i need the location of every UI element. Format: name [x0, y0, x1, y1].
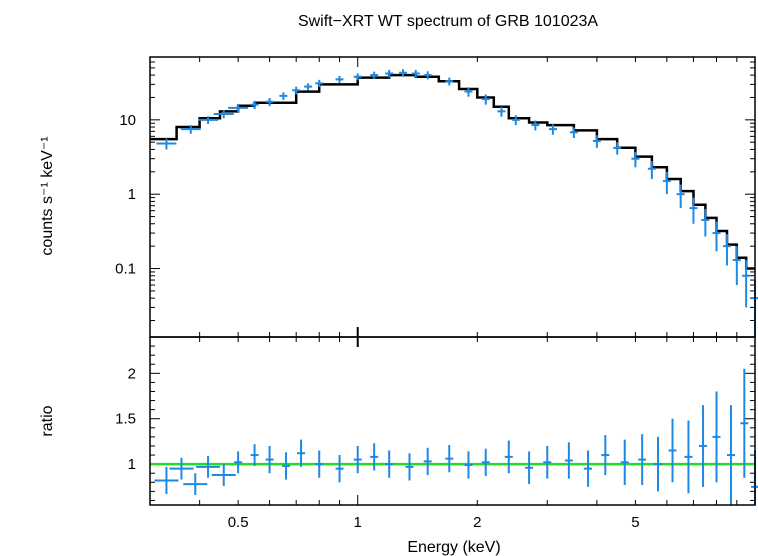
chart-title: Swift−XRT WT spectrum of GRB 101023A	[298, 13, 598, 30]
data-point	[647, 160, 656, 180]
ratio-panel: 0.5 1 2 5 1 1.5 2	[115, 336, 758, 531]
y-axis-label-spectrum: counts s⁻¹ keV⁻¹	[39, 136, 56, 255]
ratio-point	[297, 439, 306, 467]
data-point	[304, 83, 313, 91]
ratio-point	[504, 440, 513, 474]
ratio-point	[282, 452, 291, 480]
ratio-point	[740, 368, 749, 478]
data-point	[423, 71, 432, 80]
data-point	[742, 260, 751, 308]
data-point	[265, 97, 274, 107]
x-axis-label: Energy (keV)	[407, 539, 500, 556]
data-point	[712, 221, 721, 252]
data-point	[481, 94, 490, 105]
data-point	[250, 100, 259, 109]
ratio-point	[445, 445, 454, 473]
data-point	[198, 116, 219, 124]
ratio-point	[712, 391, 721, 483]
data-point	[156, 138, 177, 150]
ratio-y-tick-label: 1.5	[115, 411, 136, 428]
ratio-point	[353, 445, 362, 474]
ratio-point	[726, 405, 735, 505]
data-point	[613, 142, 622, 155]
data-point	[315, 79, 324, 88]
ratio-series	[154, 368, 758, 505]
data-point	[411, 69, 420, 78]
ratio-point	[699, 405, 708, 487]
ratio-point	[464, 451, 473, 479]
ratio-point	[154, 466, 179, 495]
y-axis-label-ratio: ratio	[39, 405, 56, 436]
data-point	[279, 92, 288, 100]
data-point	[370, 71, 379, 79]
ratio-point	[196, 455, 221, 478]
model-step-line	[150, 73, 755, 270]
x-tick-label: 2	[473, 514, 481, 531]
ratio-point	[405, 453, 414, 481]
ratio-point	[564, 442, 573, 479]
ratio-point	[169, 457, 194, 480]
model-series	[150, 73, 755, 270]
ratio-point	[638, 434, 647, 486]
data-point	[548, 124, 557, 135]
ratio-point	[543, 445, 552, 479]
data-point	[662, 171, 671, 195]
ratio-point	[584, 450, 593, 487]
data-point	[676, 184, 685, 209]
ratio-point	[234, 451, 243, 474]
ratio-point	[481, 448, 490, 476]
data-point	[180, 125, 201, 134]
x-tick-label: 5	[631, 514, 639, 531]
spectrum-y-tick-label: 10	[119, 112, 136, 129]
data-point	[531, 120, 540, 131]
ratio-point	[335, 455, 344, 483]
data-point	[497, 106, 506, 117]
ratio-plot-frame	[149, 336, 756, 506]
data-point	[292, 86, 301, 95]
ratio-point	[668, 418, 677, 483]
ratio-point	[620, 439, 629, 486]
ratio-point	[385, 450, 394, 478]
data-point	[732, 246, 741, 286]
ratio-y-tick-label: 1	[128, 456, 136, 473]
x-tick-label: 1	[354, 514, 362, 531]
spectrum-panel: 0.1 1 10	[115, 56, 758, 347]
data-point	[464, 87, 473, 97]
ratio-point	[183, 473, 208, 496]
ratio-point	[370, 443, 379, 471]
data-series	[156, 69, 758, 337]
data-point	[385, 69, 394, 78]
data-point	[335, 75, 344, 84]
data-point	[445, 77, 454, 86]
data-point	[213, 110, 234, 119]
ratio-point	[211, 464, 236, 486]
data-point	[511, 115, 520, 126]
ratio-point	[525, 451, 534, 485]
ratio-point	[423, 447, 432, 476]
spectrum-y-tick-label: 0.1	[115, 261, 136, 278]
spectrum-plot-frame	[149, 56, 756, 338]
data-point	[631, 151, 640, 168]
ratio-point	[601, 435, 610, 476]
data-point	[701, 209, 710, 237]
data-point	[689, 197, 698, 224]
spectrum-axis-ticks: 0.1 1 10	[115, 56, 756, 347]
ratio-point	[315, 450, 324, 478]
data-point	[722, 234, 731, 266]
data-point	[592, 135, 601, 148]
data-point	[228, 104, 249, 113]
data-point	[398, 69, 407, 77]
ratio-point	[654, 436, 663, 492]
spectrum-y-tick-label: 1	[128, 186, 136, 203]
ratio-point	[250, 444, 259, 466]
ratio-point	[684, 420, 693, 494]
data-point	[569, 127, 578, 138]
ratio-y-tick-label: 2	[128, 365, 136, 382]
x-tick-label: 0.5	[228, 514, 249, 531]
ratio-point	[265, 445, 274, 474]
ratio-axis-ticks: 0.5 1 2 5 1 1.5 2	[115, 337, 756, 531]
data-point	[353, 73, 362, 81]
